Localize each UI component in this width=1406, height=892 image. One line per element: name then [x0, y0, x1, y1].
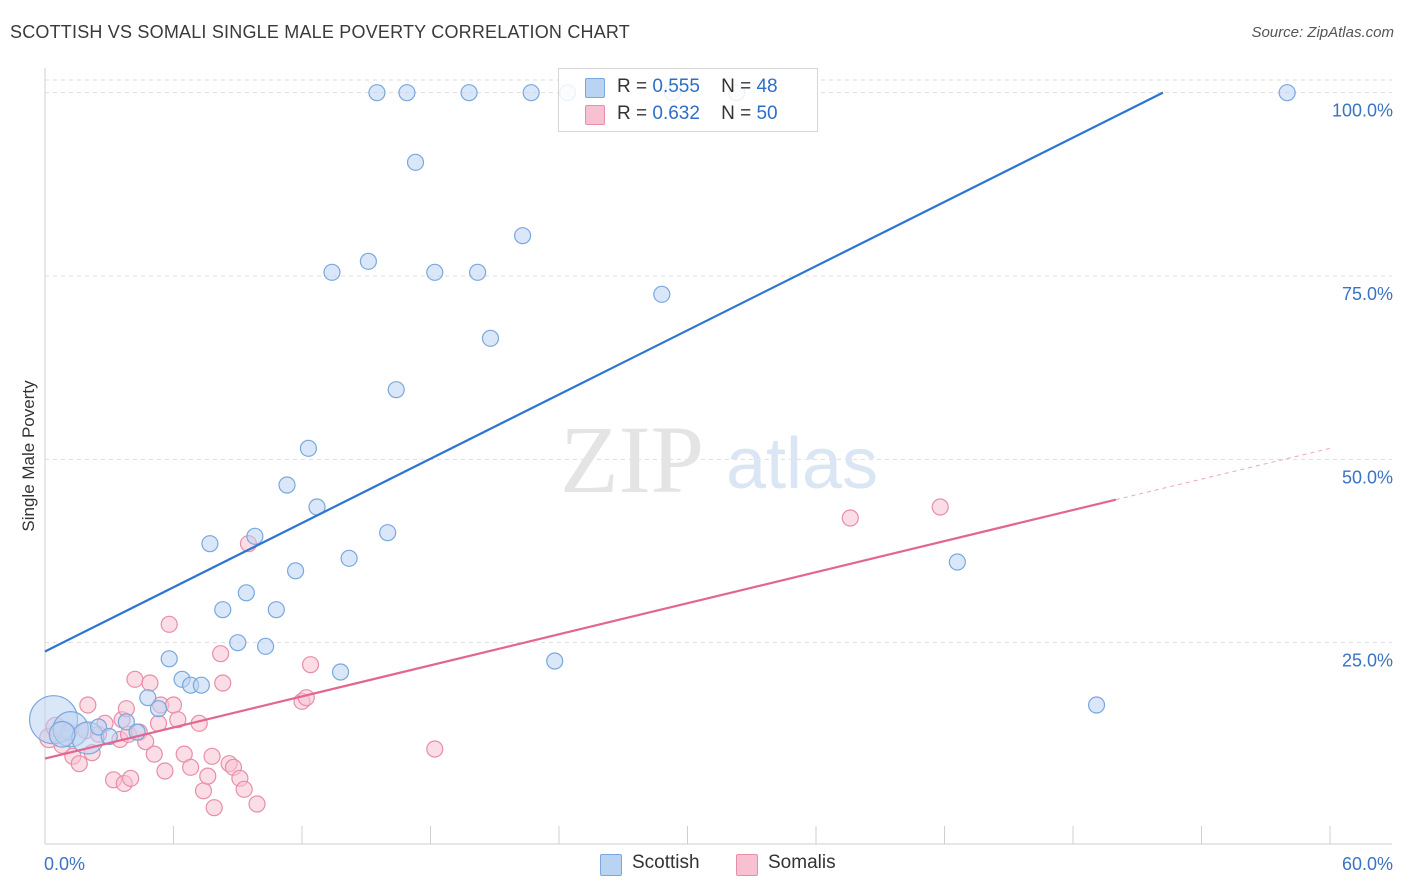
scottish-point — [160, 650, 178, 668]
series-legend: Scottish Somalis — [0, 852, 1406, 878]
somali-point — [156, 762, 174, 780]
somali-trend-extension — [1115, 447, 1331, 501]
scottish-point — [406, 153, 425, 171]
scottish-point — [546, 652, 564, 670]
somali-point — [169, 711, 187, 729]
somali-point — [79, 696, 97, 714]
scottish-point — [286, 562, 305, 580]
somali-point — [841, 509, 859, 527]
scottish-point — [229, 634, 247, 652]
axis-layer: 25.0% 50.0% 75.0% 100.0% 0.0% 60.0% — [44, 68, 1393, 874]
somali-point — [426, 740, 444, 758]
scottish-point — [100, 727, 118, 746]
legend-r-label: R = — [617, 103, 648, 124]
legend-text-scottish: R = 0.555 N = 48 — [617, 76, 778, 98]
scottish-point — [237, 584, 255, 602]
scottish-point — [192, 676, 210, 694]
scottish-point — [460, 84, 478, 102]
scottish-point — [522, 84, 540, 102]
somali-point — [931, 498, 949, 516]
somali-point — [141, 674, 159, 692]
scottish-point — [278, 476, 296, 494]
scottish-point — [948, 553, 966, 571]
series-swatch-scottish — [600, 854, 622, 876]
scottish-point — [1087, 696, 1106, 714]
scottish-point — [89, 718, 108, 736]
somali-point — [235, 780, 253, 798]
scottish-point — [359, 252, 377, 270]
scottish-point — [398, 84, 416, 102]
legend-n-label: N = — [721, 76, 752, 97]
scottish-point — [323, 263, 341, 281]
legend-r-label: R = — [617, 76, 648, 97]
somali-point — [248, 795, 266, 813]
x-tick-label: 60.0% — [1342, 854, 1393, 874]
somali-point — [199, 767, 217, 785]
scottish-point — [201, 535, 219, 553]
trend-layer — [44, 91, 1331, 760]
legend-n-value: 48 — [756, 76, 778, 97]
series-label-scottish: Scottish — [632, 852, 700, 873]
grid-layer — [45, 79, 1392, 644]
y-tick-label: 100.0% — [1332, 101, 1393, 121]
somali-point — [212, 645, 230, 663]
chart-source: Source: ZipAtlas.com — [1251, 24, 1394, 41]
scottish-point — [256, 637, 275, 655]
somali-point — [205, 799, 223, 817]
series-label-somalis: Somalis — [768, 852, 836, 873]
legend-text-somalis: R = 0.632 N = 50 — [617, 103, 778, 125]
somali-point — [214, 674, 232, 692]
watermark-zip: ZIP — [560, 406, 704, 513]
somali-point — [194, 782, 213, 800]
series-swatch-somalis — [736, 854, 758, 876]
somali-point — [203, 747, 221, 765]
somali-point — [301, 656, 320, 674]
scottish-point — [469, 263, 487, 281]
legend-swatch-somalis — [585, 105, 605, 125]
scottish-point — [653, 285, 671, 303]
scottish-point — [513, 227, 532, 245]
scottish-point — [387, 381, 405, 399]
legend-n-value: 50 — [756, 103, 778, 124]
somali-trend-line — [44, 498, 1117, 760]
scottish-point — [426, 263, 444, 281]
y-tick-label: 25.0% — [1342, 651, 1393, 671]
scottish-point — [117, 713, 135, 731]
scottish-point — [139, 689, 157, 707]
somali-point — [145, 745, 163, 763]
scottish-point — [379, 524, 397, 542]
x-tick-label: 0.0% — [44, 854, 85, 874]
somali-point — [122, 769, 140, 787]
scottish-point — [340, 549, 358, 567]
scottish-point — [48, 720, 76, 748]
y-tick-label: 75.0% — [1342, 284, 1393, 304]
y-axis-label: Single Male Poverty — [19, 380, 38, 532]
somali-point — [160, 615, 178, 633]
scottish-point — [149, 700, 168, 718]
scottish-point — [246, 527, 264, 545]
scottish-point — [299, 439, 318, 457]
somali-point — [70, 755, 88, 773]
legend-r-value: 0.555 — [652, 76, 700, 97]
correlation-legend: R = 0.555 N = 48 R = 0.632 N = 50 — [558, 68, 818, 132]
scottish-point — [481, 329, 500, 347]
somali-point — [126, 670, 144, 688]
chart-title: SCOTTISH VS SOMALI SINGLE MALE POVERTY C… — [10, 22, 631, 42]
scottish-point — [368, 84, 386, 102]
legend-r-value: 0.632 — [652, 103, 700, 124]
points-layer — [28, 84, 1296, 817]
legend-n-label: N = — [721, 103, 752, 124]
scottish-trend-line — [44, 91, 1164, 653]
y-tick-label: 50.0% — [1342, 467, 1393, 487]
scottish-point — [1278, 84, 1296, 102]
scottish-point — [267, 601, 285, 619]
legend-swatch-scottish — [585, 78, 605, 98]
watermark-atlas: atlas — [726, 424, 878, 504]
somali-point — [182, 758, 200, 776]
somali-point — [164, 696, 183, 714]
scottish-point — [214, 601, 232, 619]
scottish-point — [331, 663, 350, 681]
